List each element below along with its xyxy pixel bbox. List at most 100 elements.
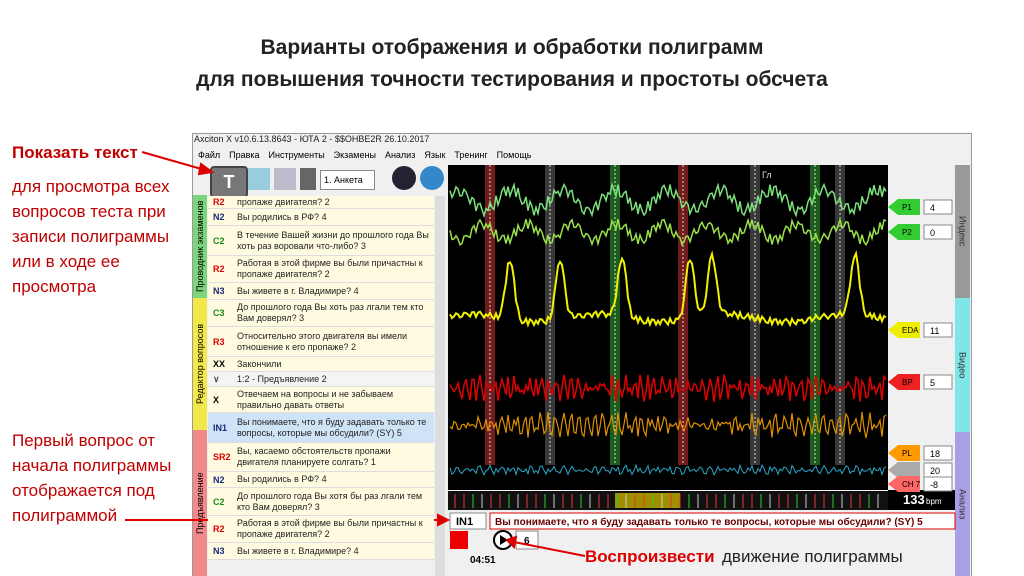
- menu-item[interactable]: Помощь: [496, 150, 532, 160]
- channel-arrow: [888, 322, 920, 338]
- slide-title: для повышения точности тестирования и пр…: [196, 68, 828, 91]
- question-code: N2: [213, 474, 225, 485]
- channel-value: 18: [930, 449, 940, 459]
- waveform: [449, 216, 887, 247]
- question-code: ∨: [213, 373, 220, 384]
- question-text: Вы, касаемо обстоятельств пропажи двигат…: [237, 446, 391, 467]
- menu-item[interactable]: Тренинг: [454, 150, 488, 160]
- speed: 6: [524, 536, 530, 547]
- code-box: [449, 512, 487, 530]
- waveform: [449, 463, 887, 477]
- question-code: R2: [213, 524, 225, 534]
- waveform: [449, 411, 887, 439]
- monitor-button[interactable]: [420, 166, 444, 190]
- channel-arrow: [888, 199, 920, 215]
- question-text: Вы понимаете, что я буду задавать только…: [237, 416, 427, 438]
- toolbar-icon[interactable]: [274, 168, 296, 190]
- question-code: R2: [213, 264, 225, 274]
- question-row[interactable]: C3 До прошлого года Вы хоть раз лгали тем…: [208, 300, 434, 327]
- annotation: для просмотра всех вопросов теста при за…: [12, 177, 170, 296]
- questionnaire-select[interactable]: 1. Анкета: [320, 170, 375, 190]
- annotation: Первый вопрос от начала полиграммы отобр…: [12, 431, 172, 525]
- menu-bar: Файл Правка Инструменты Экзамены Анализ Язык Т…: [198, 150, 531, 160]
- question-text: В течение Вашей жизни до прошлого года В…: [237, 229, 429, 251]
- question-text: пропаже двигателя? 2: [237, 196, 330, 207]
- question-row[interactable]: R2 Работая в этой фирме вы были причастны…: [208, 516, 434, 543]
- waveform: [449, 374, 887, 402]
- question-row[interactable]: X Отвечаем на вопросы и не забываем прави…: [208, 387, 434, 413]
- channel-name: CH 7: [902, 480, 921, 489]
- question-code: IN1: [213, 422, 228, 433]
- hr-box: [888, 490, 955, 510]
- channel-value: 20: [930, 466, 940, 476]
- question-row[interactable]: R2 Работая в этой фирме вы были причастны…: [208, 256, 434, 283]
- channel-name: BP: [902, 378, 913, 387]
- question-text: Работая в этой фирме вы были причастны к…: [237, 518, 423, 539]
- question-code: C2: [213, 496, 225, 507]
- question-row[interactable]: N3 Вы живете в г. Владимире? 4: [208, 543, 434, 560]
- question-text: До прошлого года Вы хоть раз лгали тем к…: [237, 302, 424, 323]
- channel-name: P1: [902, 203, 912, 212]
- question-row[interactable]: ∨ 1:2 - Предъявление 2: [208, 372, 434, 387]
- toolbar-icon[interactable]: [300, 168, 316, 190]
- question-text: Вы родились в РФ? 4: [237, 211, 327, 222]
- toolbar-icon[interactable]: [248, 168, 270, 190]
- side-tab[interactable]: Индекс: [955, 165, 970, 298]
- current-code: IN1: [456, 516, 473, 528]
- menu-item[interactable]: Правка: [229, 150, 260, 160]
- menu-item[interactable]: Экзамены: [333, 150, 376, 160]
- channel-value: 0: [930, 228, 935, 238]
- heart-rate: 133: [903, 492, 925, 507]
- menu-item[interactable]: Файл: [198, 150, 221, 160]
- question-text: Вы живете в г. Владимире? 4: [237, 285, 359, 296]
- question-row[interactable]: C2 До прошлого года Вы хотя бы раз лгали …: [208, 488, 434, 516]
- question-code: R3: [213, 336, 225, 347]
- time: 04:51: [470, 555, 496, 566]
- question-row[interactable]: XX Закончили: [208, 357, 434, 372]
- question-code: N2: [213, 212, 225, 222]
- channel-value-box: [923, 445, 953, 461]
- question-text: 1:2 - Предъявление 2: [237, 373, 327, 384]
- menu-item[interactable]: Анализ: [384, 150, 416, 160]
- question-row[interactable]: C2 В течение Вашей жизни до прошлого года…: [208, 226, 434, 256]
- question-code: X: [213, 394, 220, 405]
- question-row[interactable]: N2 Вы родились в РФ? 4: [208, 472, 434, 488]
- question-row[interactable]: IN1 Вы понимаете, что я буду задавать тол…: [208, 413, 434, 443]
- channel-value: 11: [930, 326, 939, 336]
- channel-value-box: [923, 199, 953, 215]
- side-tab[interactable]: Анализ: [955, 432, 970, 576]
- channel-arrow: [888, 476, 920, 492]
- channel-arrow: [888, 224, 920, 240]
- question-code: N3: [213, 546, 225, 556]
- chart-area: [448, 165, 888, 490]
- menu-item[interactable]: Язык: [424, 150, 446, 160]
- menu-item[interactable]: Инструменты: [268, 150, 325, 160]
- question-row[interactable]: R2 пропаже двигателя? 2: [208, 196, 434, 209]
- question-code: N3: [213, 286, 225, 296]
- show-text-button[interactable]: T: [210, 166, 248, 198]
- question-code: C2: [213, 235, 225, 246]
- question-text: До прошлого года Вы хотя бы раз лгали те…: [237, 490, 423, 512]
- heart-unit: bpm: [926, 497, 942, 506]
- chart-marker: Гл: [762, 170, 772, 180]
- question-row[interactable]: SR2 Вы, касаемо обстоятельств пропажи дви…: [208, 443, 434, 472]
- play-label: Воспроизвести: [585, 547, 715, 566]
- question-row[interactable]: R3 Относительно этого двигателя вы имели …: [208, 327, 434, 357]
- info-button[interactable]: [392, 166, 416, 190]
- current-question: Вы понимаете, что я буду задавать только…: [495, 516, 923, 528]
- waveform: [449, 250, 887, 328]
- side-tab[interactable]: Видео: [955, 298, 970, 432]
- channel-name: P2: [902, 228, 912, 237]
- slide-title: Варианты отображения и обработки полигра…: [260, 36, 764, 59]
- question-text: Закончили: [237, 358, 282, 369]
- channel-value: -8: [930, 480, 938, 490]
- question-row[interactable]: N3 Вы живете в г. Владимире? 4: [208, 283, 434, 300]
- question-row[interactable]: N2 Вы родились в РФ? 4: [208, 209, 434, 226]
- scrollbar: [435, 196, 445, 576]
- question-text: Относительно этого двигателя вы имели от…: [237, 330, 408, 352]
- channel-value-box: [923, 476, 953, 492]
- question-text: Вы родились в РФ? 4: [237, 474, 327, 484]
- record-button[interactable]: [450, 531, 468, 549]
